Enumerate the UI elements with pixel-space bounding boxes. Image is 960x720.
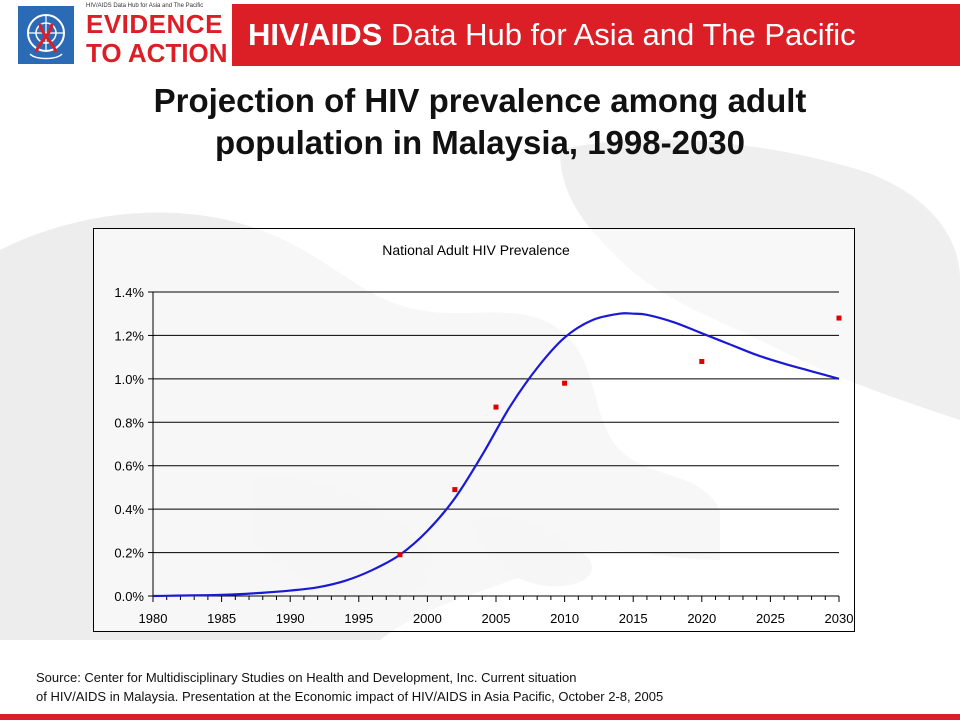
axes bbox=[148, 291, 840, 602]
data-point bbox=[493, 404, 499, 410]
y-tick-label: 0.4% bbox=[114, 502, 144, 517]
x-tick-label: 2005 bbox=[482, 611, 511, 626]
y-tick-label: 1.4% bbox=[114, 285, 144, 300]
source-note: Source: Center for Multidisciplinary Stu… bbox=[36, 668, 936, 706]
hub-title-bold: HIV/AIDS bbox=[248, 17, 383, 52]
logo-to-action-text: TO ACTION bbox=[86, 38, 228, 68]
series bbox=[152, 312, 842, 598]
data-point bbox=[562, 380, 568, 386]
x-tick-label: 1990 bbox=[276, 611, 305, 626]
x-tick-label: 2010 bbox=[550, 611, 579, 626]
y-tick-label: 0.6% bbox=[114, 459, 144, 474]
un-emblem-icon bbox=[18, 6, 74, 64]
y-tick-label: 0.2% bbox=[114, 546, 144, 561]
slide-title-line-2: population in Malaysia, 1998-2030 bbox=[214, 124, 746, 161]
labels: National Adult HIV Prevalence 0.0% 0.2% 0.4… bbox=[114, 242, 853, 626]
x-tick-label: 1995 bbox=[344, 611, 373, 626]
header: HIV/AIDS Data Hub for Asia and The Pacif… bbox=[0, 0, 960, 74]
header-banner bbox=[232, 4, 960, 66]
hub-title: HIV/AIDS Data Hub for Asia and The Pacif… bbox=[248, 15, 948, 55]
y-tick-label: 0.0% bbox=[114, 589, 144, 604]
y-tick-label: 1.0% bbox=[114, 372, 144, 387]
grid bbox=[153, 291, 839, 597]
x-tick-label: 2025 bbox=[756, 611, 785, 626]
source-line-2: of HIV/AIDS in Malaysia. Presentation at… bbox=[36, 689, 664, 704]
hub-title-rest: Data Hub for Asia and The Pacific bbox=[382, 17, 856, 52]
logo-evidence-text: EVIDENCE bbox=[86, 9, 223, 39]
x-tick-label: 2000 bbox=[413, 611, 442, 626]
data-point bbox=[452, 487, 458, 493]
x-tick-label: 2015 bbox=[619, 611, 648, 626]
data-point bbox=[397, 552, 403, 558]
x-tick-label: 2020 bbox=[687, 611, 716, 626]
x-tick-label: 1985 bbox=[207, 611, 236, 626]
logo-small-text: HIV/AIDS Data Hub for Asia and The Pacif… bbox=[86, 3, 204, 9]
x-tick-label: 1980 bbox=[139, 611, 168, 626]
y-tick-label: 0.8% bbox=[114, 415, 144, 430]
x-tick-label: 2030 bbox=[825, 611, 854, 626]
slide-title: Projection of HIV prevalence among adult… bbox=[60, 80, 900, 164]
bottom-strip bbox=[0, 714, 960, 720]
slide-title-line-1: Projection of HIV prevalence among adult bbox=[153, 82, 807, 119]
y-tick-label: 1.2% bbox=[114, 328, 144, 343]
source-line-1: Source: Center for Multidisciplinary Stu… bbox=[36, 670, 577, 685]
data-point bbox=[699, 358, 705, 364]
chart-title: National Adult HIV Prevalence bbox=[382, 242, 570, 258]
data-point bbox=[836, 315, 842, 321]
evidence-to-action-logo[interactable]: HIV/AIDS Data Hub for Asia and The Pacif… bbox=[10, 2, 228, 68]
projection-line bbox=[152, 312, 840, 598]
chart-frame bbox=[93, 228, 855, 632]
